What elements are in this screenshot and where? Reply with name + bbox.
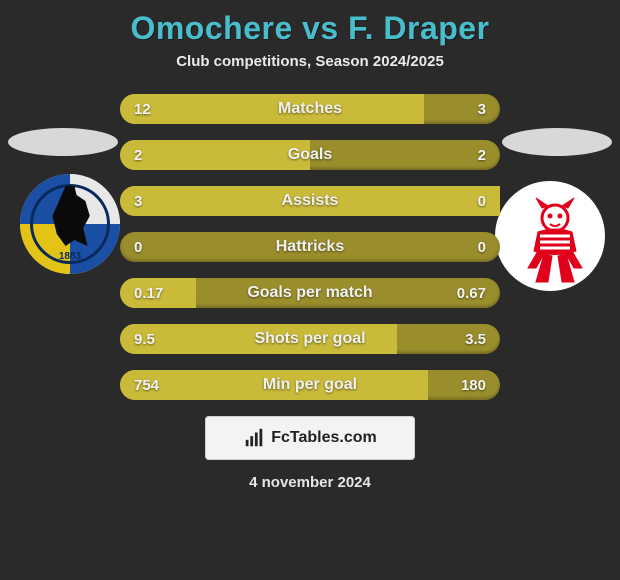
chart-icon [243,427,265,449]
site-badge[interactable]: FcTables.com [205,416,415,460]
stat-bar-fill [120,140,310,170]
stat-label: Hattricks [120,238,500,256]
stat-right-value: 0 [478,239,486,256]
subtitle: Club competitions, Season 2024/2025 [0,53,620,70]
stat-left-value: 3 [134,193,142,210]
crest-year: 1883 [20,251,120,262]
stats-container: 12 Matches 3 2 Goals 2 3 Assists 0 0 Hat… [120,94,500,400]
player-photo-placeholder-left [8,128,118,156]
stat-right-value: 2 [478,147,486,164]
site-name: FcTables.com [271,429,377,447]
date-text: 4 november 2024 [0,474,620,491]
stat-left-value: 0 [134,239,142,256]
stat-bar-fill [120,94,424,124]
stat-bar-fill [120,186,500,216]
stat-left-value: 2 [134,147,142,164]
stat-row: 12 Matches 3 [120,94,500,124]
stat-left-value: 754 [134,377,159,394]
player-photo-placeholder-right [502,128,612,156]
stat-right-value: 0.67 [457,285,486,302]
stat-bar-fill [120,324,397,354]
page-title: Omochere vs F. Draper [0,0,620,47]
stat-row: 2 Goals 2 [120,140,500,170]
stat-row: 754 Min per goal 180 [120,370,500,400]
stat-left-value: 0.17 [134,285,163,302]
club-crest-left: 1883 [20,174,120,274]
stat-bar-fill [120,370,428,400]
stat-right-value: 3.5 [465,331,486,348]
club-crest-right [500,186,600,286]
stat-right-value: 3 [478,101,486,118]
stat-left-value: 12 [134,101,151,118]
stat-right-value: 180 [461,377,486,394]
stat-row: 9.5 Shots per goal 3.5 [120,324,500,354]
stat-row: 3 Assists 0 [120,186,500,216]
stat-row: 0 Hattricks 0 [120,232,500,262]
stat-left-value: 9.5 [134,331,155,348]
stat-row: 0.17 Goals per match 0.67 [120,278,500,308]
stat-right-value: 0 [478,193,486,210]
